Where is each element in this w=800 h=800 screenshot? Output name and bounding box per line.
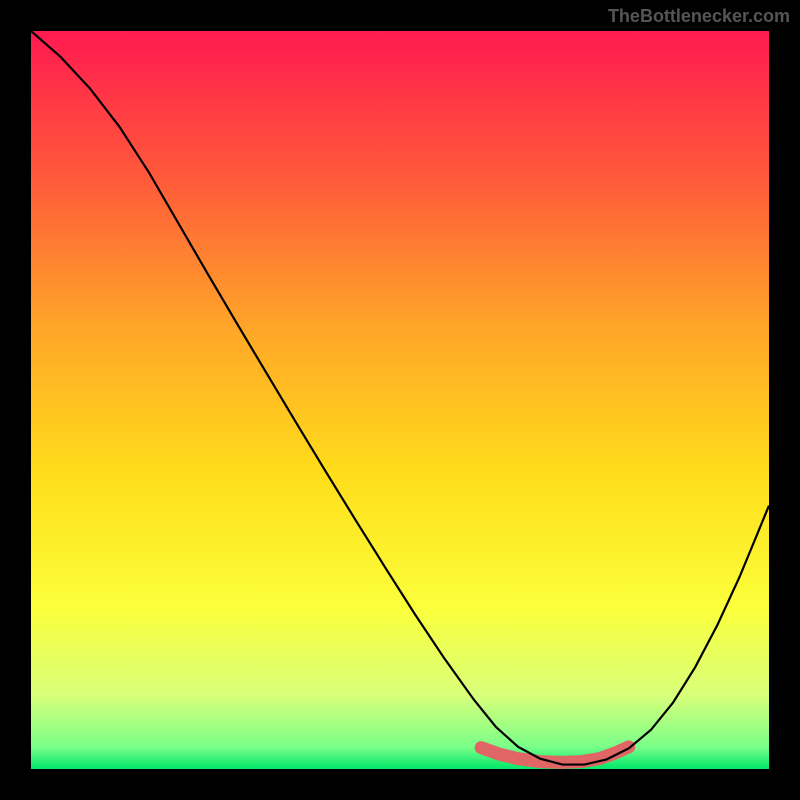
bottleneck-chart (0, 0, 800, 800)
watermark-text: TheBottlenecker.com (608, 6, 790, 27)
chart-container: TheBottlenecker.com (0, 0, 800, 800)
plot-background (31, 31, 769, 769)
